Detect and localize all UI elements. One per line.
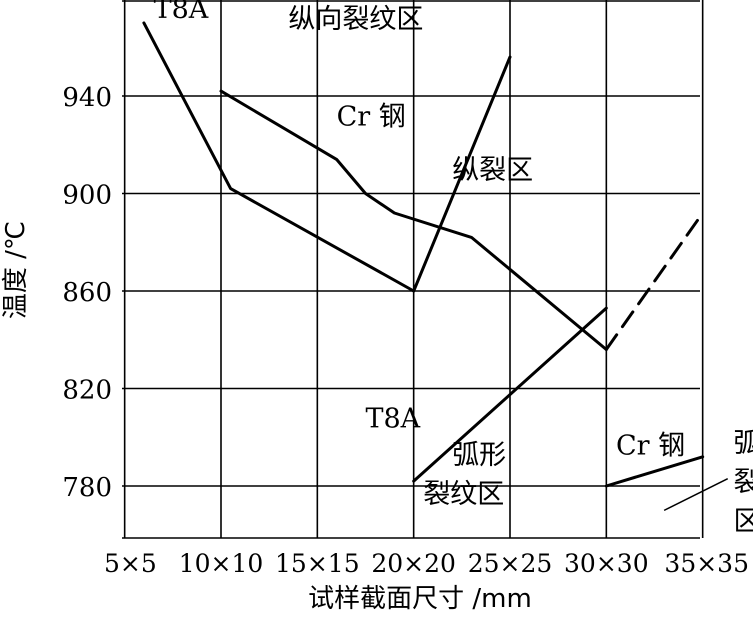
tick-labels: 780 820 860 900 940 5×5 10×10 15×15 20×20 25×25 30… (62, 83, 749, 578)
annotation-label: Cr 钢 (616, 430, 685, 461)
series-line (604, 455, 705, 488)
annotation-label: 裂纹区 (423, 479, 504, 510)
series-line (219, 89, 608, 351)
x-tick-label: 35×35 (664, 549, 749, 578)
x-tick-label: 30×30 (564, 549, 649, 578)
annotation-label: 纵向裂纹区 (288, 4, 423, 35)
y-tick-label: 860 (62, 278, 112, 308)
x-tick-label: 15×15 (275, 549, 360, 578)
y-tick-label: 940 (62, 83, 112, 113)
x-tick-label: 25×25 (468, 549, 553, 578)
series-line (412, 306, 608, 483)
y-tick-label: 820 (62, 376, 112, 406)
series-line (604, 211, 705, 351)
annotation-label: 纵裂区 (452, 155, 533, 186)
y-tick-label: 900 (62, 181, 112, 211)
y-tick-label: 780 (62, 473, 112, 503)
annotation-label: 裂 (733, 467, 753, 498)
series-line (142, 21, 416, 293)
series-layer (142, 21, 729, 512)
x-tick-label: 5×5 (104, 549, 157, 578)
x-tick-label: 20×20 (371, 549, 456, 578)
x-axis-label: 试样截面尺寸 /mm (308, 584, 532, 614)
annotations: T8A 纵向裂纹区Cr 钢纵裂区T8A弧形裂纹区Cr 钢弧裂区 (154, 0, 753, 537)
y-axis-label: 温度 /℃ (1, 221, 31, 319)
series-line (412, 55, 512, 293)
annotation-label: 区 (733, 506, 753, 537)
annotation-label: T8A (154, 0, 209, 25)
annotation-label: 弧形 (452, 440, 506, 471)
x-tick-label: 10×10 (179, 549, 264, 578)
annotation-label: T8A (366, 404, 421, 435)
annotation-label: Cr 钢 (337, 101, 406, 132)
annotation-pointer-line (663, 478, 729, 512)
annotation-label: 弧 (733, 428, 753, 459)
